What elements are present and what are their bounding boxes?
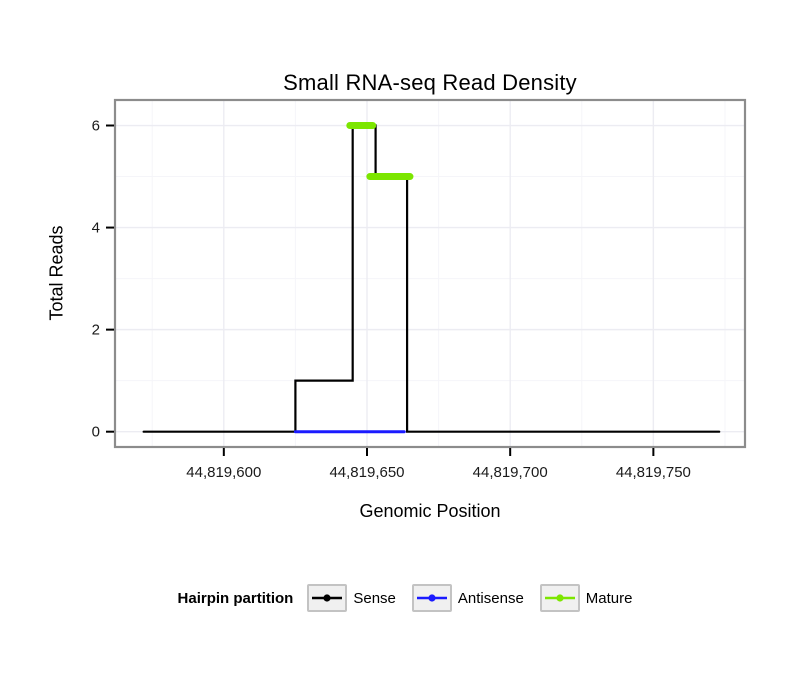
chart-title: Small RNA-seq Read Density bbox=[283, 70, 577, 95]
y-tick-label: 0 bbox=[92, 424, 100, 441]
y-tick-label: 2 bbox=[92, 322, 100, 339]
y-tick-label: 4 bbox=[92, 220, 100, 237]
minor-gridlines bbox=[115, 100, 745, 447]
legend-label-sense: Sense bbox=[353, 589, 396, 607]
mature-key-icon bbox=[539, 584, 580, 612]
y-axis-label: Total Reads bbox=[46, 225, 67, 321]
sense-key-icon bbox=[307, 584, 348, 612]
x-tick-label: 44,819,750 bbox=[616, 464, 691, 481]
x-tick-label: 44,819,600 bbox=[186, 464, 261, 481]
panel-background bbox=[115, 100, 745, 447]
legend-label-mature: Mature bbox=[585, 589, 633, 607]
legend-label-antisense: Antisense bbox=[457, 589, 524, 607]
x-tick-label: 44,819,700 bbox=[473, 464, 548, 481]
legend-item-sense: Sense bbox=[307, 584, 396, 612]
legend: Hairpin partition Sense Antisense Mature bbox=[0, 582, 810, 614]
antisense-key-icon bbox=[411, 584, 452, 612]
y-axis-ticks: 0 2 4 6 bbox=[92, 118, 114, 441]
legend-item-antisense: Antisense bbox=[411, 584, 524, 612]
x-axis-label: Genomic Position bbox=[359, 501, 501, 521]
y-tick-label: 6 bbox=[92, 118, 100, 135]
x-axis-ticks: 44,819,600 44,819,650 44,819,700 44,819,750 bbox=[186, 448, 691, 481]
x-tick-label: 44,819,650 bbox=[329, 464, 404, 481]
legend-item-mature: Mature bbox=[539, 584, 633, 612]
series-mature bbox=[346, 122, 414, 181]
panel-border bbox=[113, 98, 747, 449]
legend-items: Sense Antisense Mature bbox=[307, 584, 632, 612]
legend-title: Hairpin partition bbox=[177, 589, 294, 607]
